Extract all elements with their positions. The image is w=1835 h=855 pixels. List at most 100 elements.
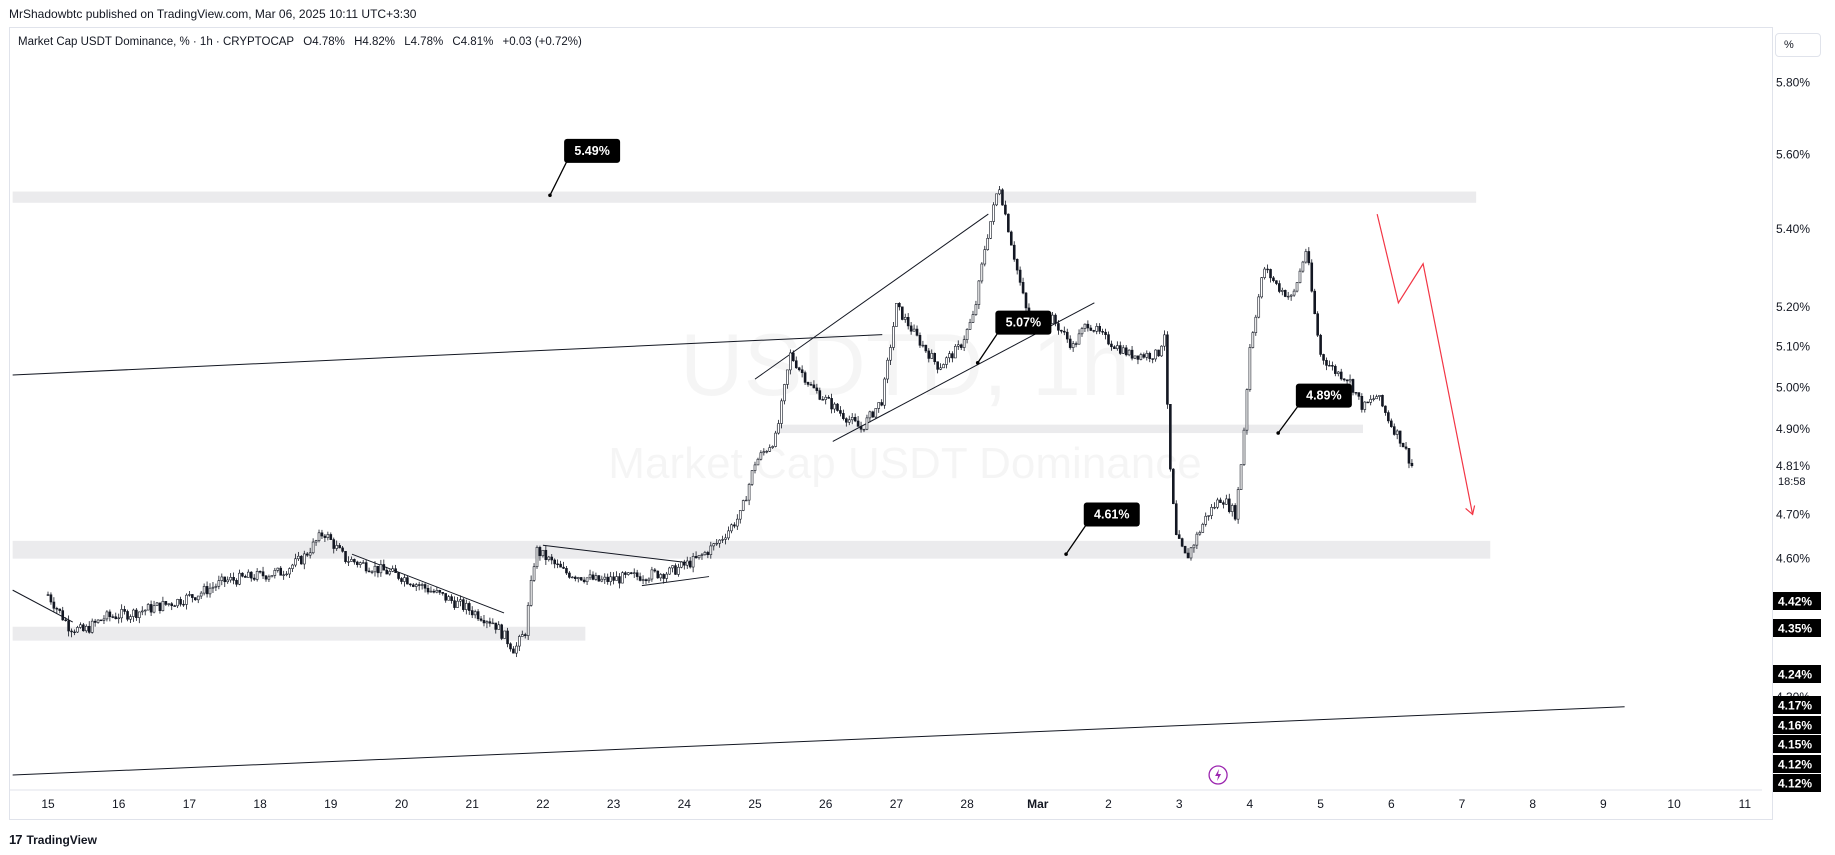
candle-body [809, 384, 813, 386]
candle-body [294, 558, 297, 566]
label-text-3: 4.89% [1306, 389, 1341, 403]
candle-body [1245, 389, 1249, 431]
candle-body [900, 306, 904, 320]
candle-body [1407, 448, 1411, 464]
candle-body [105, 611, 109, 620]
candle-body [1257, 296, 1261, 318]
x-tick-label: 26 [819, 797, 833, 811]
candle-body [64, 619, 67, 622]
y-tick-label: 5.60% [1776, 148, 1810, 162]
candle-body [951, 353, 954, 359]
symbol-legend[interactable]: Market Cap USDT Dominance, % · 1h · CRYP… [18, 36, 588, 48]
candles-group [46, 186, 1414, 658]
candle-body [948, 353, 951, 359]
label-pointer-3 [1277, 403, 1301, 434]
level-tag-box [1773, 735, 1821, 753]
candle-body [176, 599, 179, 607]
x-tick-label: 10 [1667, 797, 1681, 811]
candle-body [827, 396, 830, 399]
candle-body [821, 399, 825, 401]
candle-body [456, 600, 459, 608]
label-anchor-dot-1 [975, 361, 980, 365]
candle-body [1222, 502, 1225, 505]
candle-body [1384, 405, 1387, 413]
candle-body [485, 621, 489, 624]
tradingview-footer[interactable]: 17 TradingView [9, 832, 97, 847]
label-pointer-2 [1065, 522, 1089, 555]
candle-body [414, 584, 418, 587]
candle-body [288, 568, 291, 575]
candle-body [1024, 292, 1028, 309]
candle-body [1322, 354, 1325, 361]
trend-line-0 [12, 334, 883, 376]
candle-body [479, 618, 483, 621]
candle-body [335, 545, 338, 549]
candle-body [1360, 396, 1364, 410]
label-text-2: 4.61% [1094, 507, 1129, 521]
candle-body [1260, 277, 1263, 298]
candle-body [697, 554, 701, 559]
x-tick-label: 11 [1739, 797, 1752, 811]
candle-body [709, 545, 713, 556]
candle-body [638, 576, 642, 581]
candle-body [718, 539, 721, 544]
candle-body [877, 402, 881, 409]
candle-body [1057, 323, 1060, 331]
candle-body [193, 597, 197, 601]
candle-body [102, 618, 106, 621]
label-pointer-0 [549, 158, 569, 196]
candle-body [671, 565, 674, 569]
candle-body [662, 574, 665, 579]
candle-body [52, 601, 56, 609]
chart-frame [9, 27, 1773, 820]
candle-body [140, 610, 144, 613]
candle-body [308, 552, 312, 556]
projection-path [1376, 213, 1474, 515]
ohlc-high: H4.82% [354, 36, 395, 48]
candle-body [123, 609, 126, 612]
projection-arrowhead [1465, 505, 1476, 516]
candle-body [205, 586, 209, 595]
candle-body [155, 602, 159, 606]
ohlc-close: C4.81% [452, 36, 494, 48]
level-tag-box [1773, 619, 1821, 637]
candle-body [267, 576, 271, 580]
x-tick-label: 28 [960, 797, 974, 811]
candle-body [491, 622, 495, 625]
candle-body [945, 357, 948, 365]
candle-body [199, 592, 203, 597]
candle-body [373, 565, 377, 573]
candle-body [974, 304, 978, 315]
candle-body [1148, 353, 1152, 359]
candle-body [618, 576, 621, 584]
candle-body [417, 584, 421, 586]
x-tick-label: 22 [536, 797, 550, 811]
candle-body [833, 403, 836, 410]
candle-body [1001, 189, 1004, 206]
candle-body [1325, 360, 1328, 366]
candle-body [438, 590, 442, 593]
candle-body [494, 622, 498, 630]
candle-body [629, 572, 633, 574]
candle-body [429, 590, 433, 593]
candle-body [1054, 314, 1057, 324]
x-tick-label: 21 [466, 797, 480, 811]
countdown-label: 18:58 [1778, 476, 1806, 488]
candle-body [856, 420, 860, 427]
scale-unit-button[interactable]: % [1775, 33, 1821, 57]
candle-body [632, 572, 636, 574]
ohlc-change: +0.03 (+0.72%) [502, 36, 582, 48]
candle-body [84, 625, 88, 632]
candle-body [515, 645, 518, 654]
candle-body [367, 570, 371, 573]
candle-body [1133, 355, 1137, 359]
candle-body [677, 566, 680, 575]
candle-body [845, 418, 848, 423]
x-tick-label: 24 [678, 797, 692, 811]
candle-body [609, 576, 612, 582]
candle-body [179, 599, 182, 605]
candle-body [736, 518, 739, 527]
candle-body [962, 339, 966, 348]
x-tick-label: Mar [1027, 797, 1049, 811]
